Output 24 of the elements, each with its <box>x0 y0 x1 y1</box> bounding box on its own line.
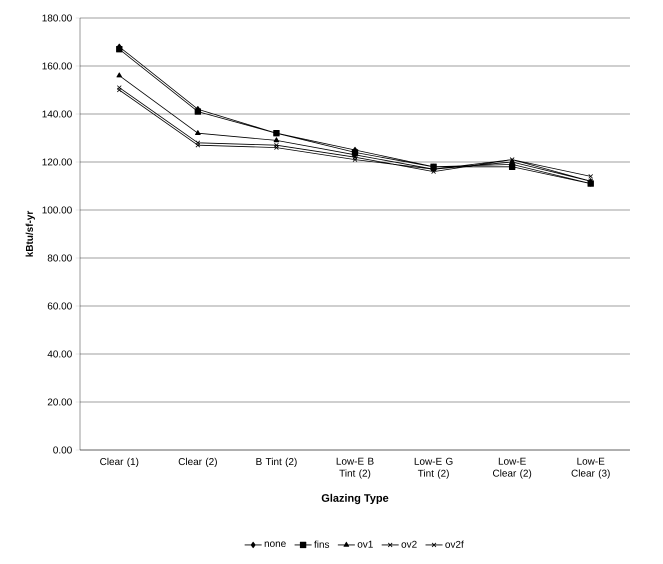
y-axis-title: kBtu/sf-yr <box>26 210 35 257</box>
y-tick-label: 100.00 <box>42 206 72 214</box>
x-tick-label: Clear (1) <box>100 458 138 468</box>
y-tick-label: 20.00 <box>48 398 72 406</box>
x-tick-label: B Tint (2) <box>256 458 297 468</box>
y-tick-label: 0.00 <box>53 446 72 454</box>
x-tick-label: Low-E G Tint (2) <box>414 458 452 479</box>
x-tick-label: Low-E Clear (2) <box>492 458 532 479</box>
legend-label: ov2 <box>402 540 417 548</box>
y-tick-label: 60.00 <box>48 302 72 310</box>
y-tick-label: 40.00 <box>48 350 72 358</box>
legend-label: none <box>264 542 286 547</box>
legend-label: ov1 <box>358 540 373 548</box>
y-tick-label: 180.00 <box>42 14 72 22</box>
y-tick-label: 80.00 <box>48 254 72 262</box>
x-axis-title: Glazing Type <box>322 494 388 504</box>
y-tick-label: 140.00 <box>42 110 72 118</box>
legend-label: ov2f <box>445 540 464 548</box>
x-tick-label: Low-E Clear (3) <box>572 458 610 479</box>
legend-label: fins <box>314 540 330 548</box>
x-tick-label: Low-E B Tint (2) <box>336 458 374 479</box>
y-tick-label: 160.00 <box>42 62 72 70</box>
y-tick-label: 120.00 <box>42 158 72 166</box>
x-tick-label: Clear (2) <box>178 458 217 468</box>
